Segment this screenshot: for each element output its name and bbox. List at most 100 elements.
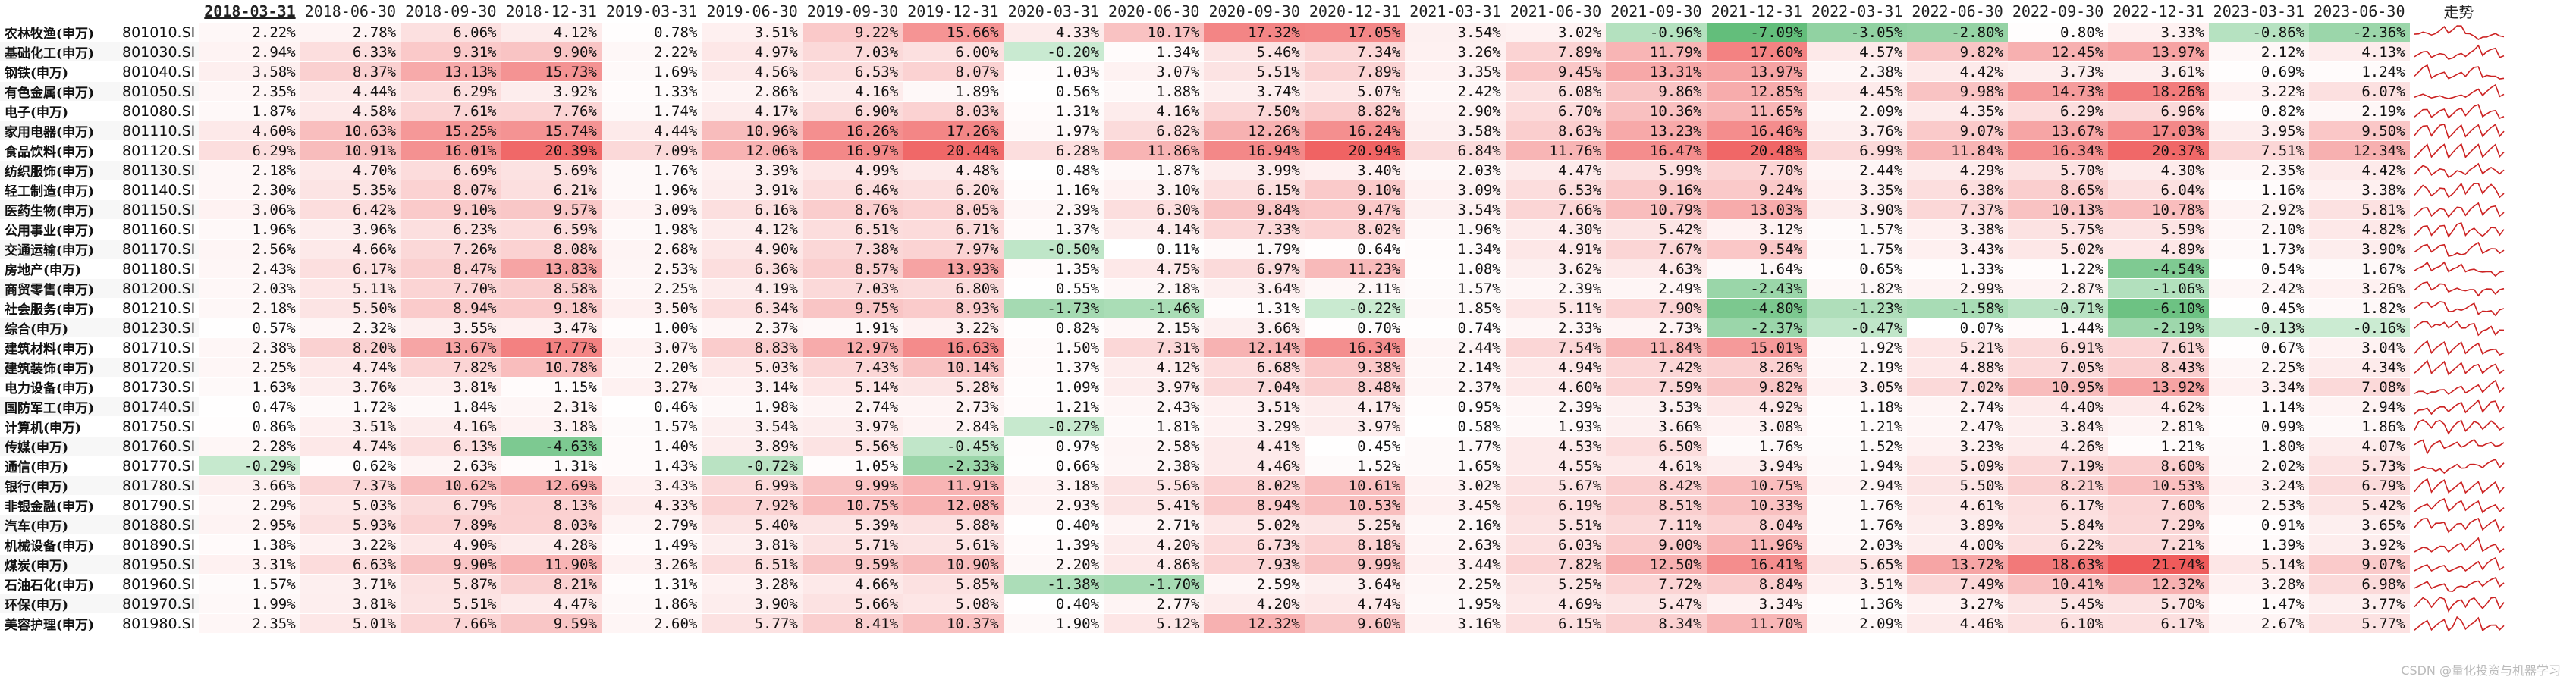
return-value-cell: 9.10%: [1304, 180, 1406, 200]
return-value-cell: -0.96%: [1606, 22, 1707, 42]
return-value-cell: 3.54%: [1405, 22, 1506, 42]
return-value-cell: 2.63%: [1405, 534, 1506, 555]
index-name-cell: 电子(申万): [0, 101, 118, 121]
return-value-cell: 0.57%: [199, 318, 300, 338]
return-value-cell: 8.07%: [903, 61, 1004, 82]
return-value-cell: 0.56%: [1003, 81, 1104, 102]
return-value-cell: 4.26%: [2007, 436, 2109, 456]
return-value-cell: 2.42%: [1405, 81, 1506, 102]
column-header-2020-12-31[interactable]: 2020-12-31: [1304, 0, 1406, 23]
column-header-2021-12-31[interactable]: 2021-12-31: [1706, 0, 1807, 23]
column-header-2022-06-30[interactable]: 2022-06-30: [1907, 0, 2008, 23]
return-value-cell: 6.23%: [401, 219, 501, 240]
return-value-cell: 7.70%: [1706, 160, 1807, 180]
return-value-cell: 4.69%: [1505, 594, 1607, 614]
return-value-cell: 0.82%: [2208, 101, 2310, 121]
return-value-cell: 9.59%: [501, 613, 602, 634]
table-row: 建筑材料(申万) 801710.SI 2.38% 8.20% 13.67% 17.77% 3…: [0, 337, 2508, 358]
column-header-2020-03-31[interactable]: 2020-03-31: [1003, 0, 1104, 23]
return-value-cell: 8.43%: [2108, 357, 2209, 378]
return-value-cell: 10.95%: [2007, 377, 2109, 397]
return-value-cell: 3.97%: [802, 416, 903, 437]
sparkline-path: [2414, 458, 2505, 474]
index-code-cell: 801180.SI: [118, 259, 200, 279]
column-header-2022-12-31[interactable]: 2022-12-31: [2108, 0, 2209, 23]
return-value-cell: 8.83%: [702, 337, 803, 358]
column-header-2022-09-30[interactable]: 2022-09-30: [2007, 0, 2109, 23]
return-value-cell: 13.72%: [1907, 554, 2008, 575]
return-value-cell: 2.25%: [601, 278, 702, 299]
return-value-cell: 7.29%: [2108, 515, 2209, 535]
return-value-cell: 4.60%: [1505, 377, 1607, 397]
column-header-2023-03-31[interactable]: 2023-03-31: [2208, 0, 2310, 23]
column-header-2021-09-30[interactable]: 2021-09-30: [1606, 0, 1707, 23]
return-value-cell: 1.96%: [601, 180, 702, 200]
return-value-cell: 3.14%: [702, 377, 803, 397]
return-value-cell: 8.21%: [501, 574, 602, 594]
return-value-cell: -4.80%: [1706, 298, 1807, 318]
return-value-cell: 2.20%: [601, 357, 702, 378]
trend-column-header[interactable]: 走势: [2409, 0, 2508, 23]
return-value-cell: 1.95%: [1405, 594, 1506, 614]
return-value-cell: -0.29%: [199, 456, 300, 476]
return-value-cell: 6.51%: [802, 219, 903, 240]
return-value-cell: 5.28%: [903, 377, 1004, 397]
index-name-cell: 医药生物(申万): [0, 199, 118, 220]
return-value-cell: 3.44%: [1405, 554, 1506, 575]
return-value-cell: 6.06%: [401, 22, 501, 42]
column-header-2019-06-30[interactable]: 2019-06-30: [702, 0, 803, 23]
return-value-cell: 5.51%: [1505, 515, 1607, 535]
return-value-cell: 1.18%: [1806, 396, 1908, 417]
return-value-cell: 5.07%: [1304, 81, 1406, 102]
return-value-cell: 7.61%: [2108, 337, 2209, 358]
column-header-2019-03-31[interactable]: 2019-03-31: [601, 0, 702, 23]
return-value-cell: 3.09%: [601, 199, 702, 220]
trend-sparkline-cell: [2409, 81, 2508, 102]
return-value-cell: 3.40%: [1304, 160, 1406, 180]
return-value-cell: 4.62%: [2108, 396, 2209, 417]
return-value-cell: 5.59%: [2108, 219, 2209, 240]
column-header-2020-09-30[interactable]: 2020-09-30: [1204, 0, 1305, 23]
column-header-2018-03-31[interactable]: 2018-03-31: [199, 0, 300, 23]
column-header-2018-06-30[interactable]: 2018-06-30: [300, 0, 401, 23]
trend-sparkline-cell: [2409, 140, 2508, 161]
return-value-cell: 10.78%: [2108, 199, 2209, 220]
return-value-cell: 3.02%: [1405, 475, 1506, 496]
trend-sparkline-cell: [2409, 101, 2508, 121]
return-value-cell: 13.83%: [501, 259, 602, 279]
return-value-cell: 5.03%: [702, 357, 803, 378]
column-header-2018-09-30[interactable]: 2018-09-30: [401, 0, 501, 23]
return-value-cell: 20.48%: [1706, 140, 1807, 161]
column-header-2021-03-31[interactable]: 2021-03-31: [1405, 0, 1506, 23]
return-value-cell: 2.14%: [1405, 357, 1506, 378]
return-value-cell: 8.94%: [401, 298, 501, 318]
return-value-cell: 8.51%: [1606, 495, 1707, 515]
column-header-2019-12-31[interactable]: 2019-12-31: [903, 0, 1004, 23]
return-value-cell: -0.27%: [1003, 416, 1104, 437]
return-value-cell: 6.59%: [501, 219, 602, 240]
column-header-2022-03-31[interactable]: 2022-03-31: [1806, 0, 1908, 23]
return-value-cell: 9.16%: [1606, 180, 1707, 200]
index-name-cell: 商贸零售(申万): [0, 278, 118, 299]
return-value-cell: 6.99%: [1806, 140, 1908, 161]
return-value-cell: 1.72%: [300, 396, 401, 417]
column-header-2020-06-30[interactable]: 2020-06-30: [1104, 0, 1205, 23]
column-header-2019-09-30[interactable]: 2019-09-30: [802, 0, 903, 23]
return-value-cell: 2.28%: [199, 436, 300, 456]
index-code-header[interactable]: [118, 0, 200, 23]
trend-sparkline-cell: [2409, 377, 2508, 397]
column-header-2021-06-30[interactable]: 2021-06-30: [1505, 0, 1607, 23]
return-value-cell: 1.89%: [903, 81, 1004, 102]
return-value-cell: 9.45%: [1505, 61, 1607, 82]
return-value-cell: 3.64%: [1204, 278, 1305, 299]
column-header-2018-12-31[interactable]: 2018-12-31: [501, 0, 602, 23]
index-code-cell: 801130.SI: [118, 160, 200, 180]
trend-sparkline: [2414, 379, 2505, 395]
return-value-cell: 6.33%: [300, 42, 401, 62]
return-value-cell: 11.96%: [1706, 534, 1807, 555]
trend-sparkline-cell: [2409, 22, 2508, 42]
return-value-cell: 1.85%: [1405, 298, 1506, 318]
return-value-cell: 16.24%: [1304, 121, 1406, 141]
index-name-header[interactable]: [0, 0, 118, 23]
column-header-2023-06-30[interactable]: 2023-06-30: [2309, 0, 2410, 23]
